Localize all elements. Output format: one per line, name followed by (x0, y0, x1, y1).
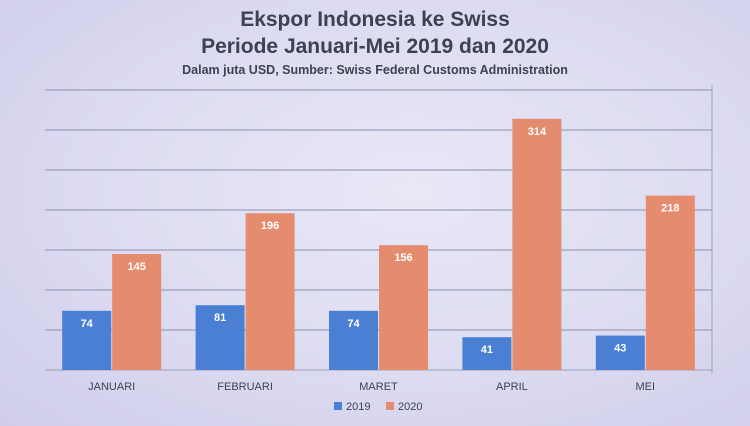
x-tick-label: FEBRUARI (217, 381, 273, 393)
legend-swatch-2019 (334, 402, 342, 410)
legend-label: 2020 (398, 401, 422, 413)
data-label: 196 (261, 220, 279, 232)
legend-swatch-2020 (386, 402, 394, 410)
x-tick-label: MEI (636, 381, 656, 393)
data-label: 43 (614, 343, 626, 355)
legend-label: 2019 (346, 401, 370, 413)
data-label: 145 (128, 261, 146, 273)
bar-2020-januari (112, 254, 162, 370)
bar-2019-april (462, 337, 512, 370)
data-label: 74 (81, 318, 94, 330)
data-label: 41 (481, 344, 493, 356)
bar-2019-januari (62, 310, 112, 370)
x-tick-label: APRIL (496, 381, 528, 393)
data-label: 314 (528, 126, 547, 138)
x-tick-label: JANUARI (88, 381, 135, 393)
data-label: 81 (214, 312, 226, 324)
bar-2019-mei (595, 335, 645, 370)
data-label: 74 (347, 318, 360, 330)
bar-2020-maret (379, 245, 428, 370)
bar-2020-mei (645, 195, 695, 370)
data-label: 156 (394, 252, 412, 264)
bar-2019-maret (329, 310, 378, 370)
data-label: 218 (661, 203, 679, 215)
chart-subtitle: Dalam juta USD, Sumber: Swiss Federal Cu… (182, 63, 568, 77)
chart-title: Ekspor Indonesia ke Swiss (240, 8, 510, 31)
chart-title-line2: Periode Januari-Mei 2019 dan 2020 (201, 35, 549, 58)
bar-2019-februari (195, 305, 245, 370)
x-tick-label: MARET (359, 381, 398, 393)
bar-2020-april (512, 118, 562, 370)
bar-2020-februari (245, 213, 295, 370)
